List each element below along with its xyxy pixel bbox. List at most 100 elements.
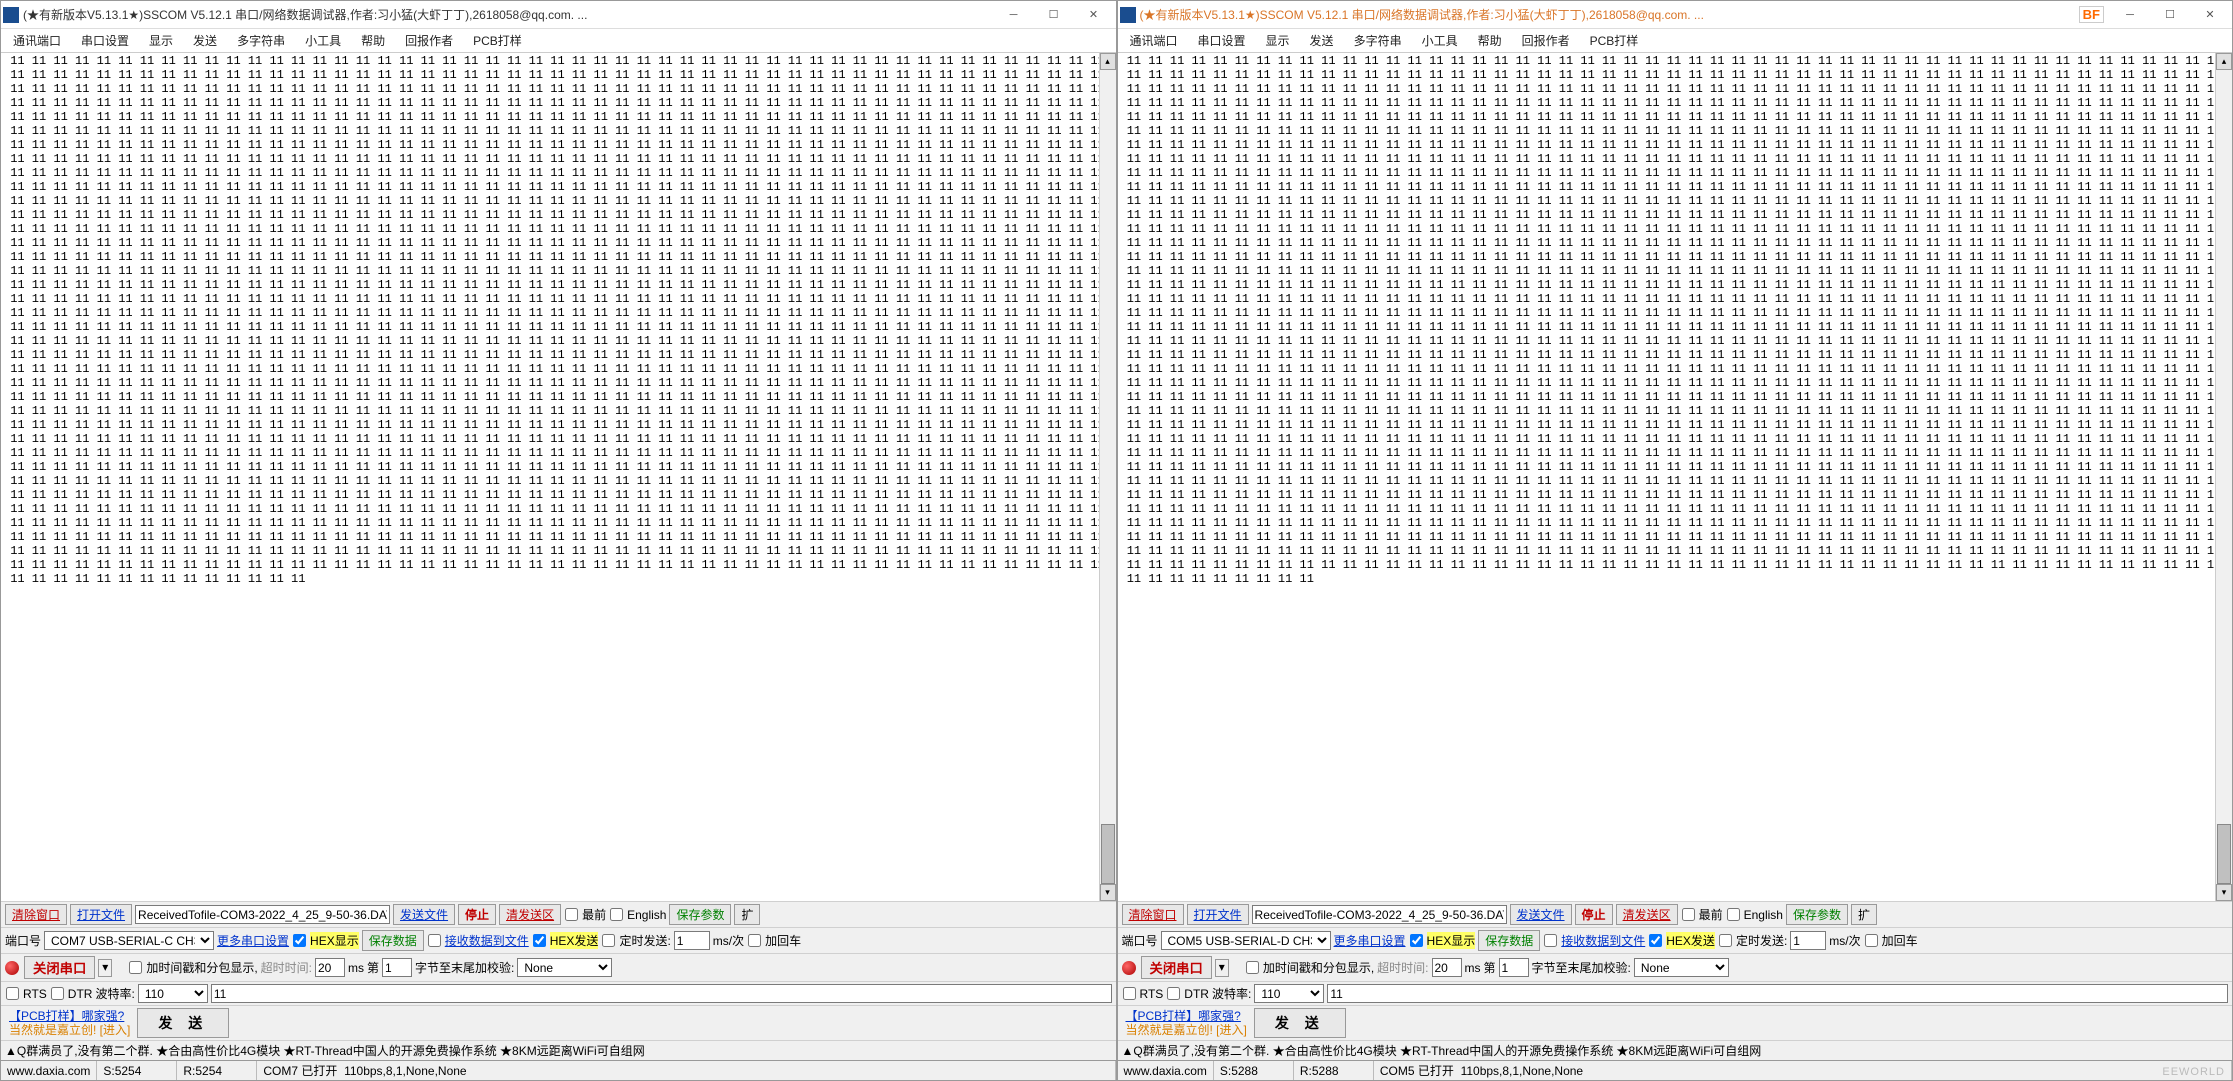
hex-display-checkbox[interactable] — [1410, 934, 1423, 947]
clear-send-button[interactable]: 清发送区 — [1616, 904, 1678, 925]
menu-comm-port[interactable]: 通讯端口 — [1122, 30, 1186, 51]
rts-checkbox[interactable] — [1123, 987, 1136, 1000]
topmost-checkbox[interactable] — [1682, 908, 1695, 921]
scroll-down-button[interactable]: ▾ — [1100, 884, 1116, 901]
menu-multistring[interactable]: 多字符串 — [229, 30, 293, 51]
send-interval-input[interactable] — [674, 931, 710, 950]
pkg-num-input[interactable] — [1499, 958, 1529, 977]
expand-button[interactable]: 扩 — [734, 904, 760, 925]
titlebar[interactable]: (★有新版本V5.13.1★)SSCOM V5.12.1 串口/网络数据调试器,… — [1, 1, 1116, 29]
terminal-output[interactable]: 11 11 11 11 11 11 11 11 11 11 11 11 11 1… — [1118, 53, 2233, 901]
menu-feedback[interactable]: 回报作者 — [1514, 30, 1578, 51]
menu-port-settings[interactable]: 串口设置 — [73, 30, 137, 51]
menu-display[interactable]: 显示 — [1258, 30, 1298, 51]
hex-send-checkbox[interactable] — [1649, 934, 1662, 947]
menu-pcb[interactable]: PCB打样 — [1582, 30, 1647, 51]
rx-to-file-checkbox[interactable] — [1544, 934, 1557, 947]
expand-button[interactable]: 扩 — [1851, 904, 1877, 925]
timeout-input[interactable] — [1432, 958, 1462, 977]
tx-input[interactable] — [1327, 984, 2228, 1003]
scroll-thumb[interactable] — [2217, 824, 2231, 884]
save-config-button[interactable]: 保存参数 — [669, 904, 731, 925]
more-port-settings-link[interactable]: 更多串口设置 — [217, 932, 289, 949]
rts-checkbox[interactable] — [6, 987, 19, 1000]
vertical-scrollbar[interactable]: ▴ ▾ — [1099, 53, 1116, 901]
dtr-checkbox[interactable] — [51, 987, 64, 1000]
close-port-button[interactable]: 关闭串口 — [24, 956, 95, 979]
stop-button[interactable]: 停止 — [1575, 904, 1613, 925]
english-checkbox[interactable] — [1727, 908, 1740, 921]
vertical-scrollbar[interactable]: ▴ ▾ — [2215, 53, 2232, 901]
timed-send-checkbox[interactable] — [602, 934, 615, 947]
clear-window-button[interactable]: 清除窗口 — [1122, 904, 1184, 925]
send-button[interactable]: 发 送 — [137, 1008, 229, 1038]
english-checkbox[interactable] — [610, 908, 623, 921]
menu-feedback[interactable]: 回报作者 — [397, 30, 461, 51]
menu-comm-port[interactable]: 通讯端口 — [5, 30, 69, 51]
send-button[interactable]: 发 送 — [1254, 1008, 1346, 1038]
timestamp-checkbox[interactable] — [1246, 961, 1259, 974]
close-button[interactable]: ✕ — [2190, 3, 2230, 27]
scroll-up-button[interactable]: ▴ — [1100, 53, 1116, 70]
open-file-button[interactable]: 打开文件 — [70, 904, 132, 925]
tx-input[interactable] — [211, 984, 1112, 1003]
pcb-link-1[interactable]: 【PCB打样】哪家强? — [9, 1009, 130, 1023]
close-button[interactable]: ✕ — [1074, 3, 1114, 27]
dtr-checkbox[interactable] — [1167, 987, 1180, 1000]
hex-send-checkbox[interactable] — [533, 934, 546, 947]
menu-multistring[interactable]: 多字符串 — [1346, 30, 1410, 51]
baud-select[interactable]: 110 — [1254, 984, 1324, 1003]
clear-send-button[interactable]: 清发送区 — [499, 904, 561, 925]
port-select[interactable]: COM7 USB-SERIAL-C CH344 — [44, 931, 214, 950]
file-path-input[interactable] — [1252, 905, 1507, 924]
save-data-button[interactable]: 保存数据 — [1478, 930, 1540, 951]
menu-tools[interactable]: 小工具 — [1414, 30, 1466, 51]
maximize-button[interactable]: ☐ — [2150, 3, 2190, 27]
dropdown-icon[interactable]: ▾ — [98, 959, 112, 977]
pcb-link-1[interactable]: 【PCB打样】哪家强? — [1126, 1009, 1247, 1023]
menu-tools[interactable]: 小工具 — [297, 30, 349, 51]
save-data-button[interactable]: 保存数据 — [362, 930, 424, 951]
timestamp-checkbox[interactable] — [129, 961, 142, 974]
scroll-down-button[interactable]: ▾ — [2216, 884, 2232, 901]
timed-send-checkbox[interactable] — [1719, 934, 1732, 947]
menu-pcb[interactable]: PCB打样 — [465, 30, 530, 51]
menu-display[interactable]: 显示 — [141, 30, 181, 51]
add-cr-checkbox[interactable] — [1865, 934, 1878, 947]
more-port-settings-link[interactable]: 更多串口设置 — [1334, 932, 1406, 949]
send-file-button[interactable]: 发送文件 — [1510, 904, 1572, 925]
file-path-input[interactable] — [135, 905, 390, 924]
menu-help[interactable]: 帮助 — [1470, 30, 1510, 51]
menu-port-settings[interactable]: 串口设置 — [1190, 30, 1254, 51]
clear-window-button[interactable]: 清除窗口 — [5, 904, 67, 925]
status-url[interactable]: www.daxia.com — [1, 1061, 97, 1080]
scroll-thumb[interactable] — [1101, 824, 1115, 884]
titlebar[interactable]: (★有新版本V5.13.1★)SSCOM V5.12.1 串口/网络数据调试器,… — [1118, 1, 2233, 29]
pcb-link-2[interactable]: 当然就是嘉立创! [进入] — [1126, 1023, 1247, 1037]
menu-send[interactable]: 发送 — [1302, 30, 1342, 51]
status-url[interactable]: www.daxia.com — [1118, 1061, 1214, 1080]
save-config-button[interactable]: 保存参数 — [1786, 904, 1848, 925]
maximize-button[interactable]: ☐ — [1034, 3, 1074, 27]
open-file-button[interactable]: 打开文件 — [1187, 904, 1249, 925]
dropdown-icon[interactable]: ▾ — [1215, 959, 1229, 977]
terminal-output[interactable]: 11 11 11 11 11 11 11 11 11 11 11 11 11 1… — [1, 53, 1116, 901]
stop-button[interactable]: 停止 — [458, 904, 496, 925]
pkg-num-input[interactable] — [382, 958, 412, 977]
checksum-select[interactable]: None — [517, 958, 612, 977]
topmost-checkbox[interactable] — [565, 908, 578, 921]
send-file-button[interactable]: 发送文件 — [393, 904, 455, 925]
baud-select[interactable]: 110 — [138, 984, 208, 1003]
minimize-button[interactable]: ─ — [2110, 3, 2150, 27]
close-port-button[interactable]: 关闭串口 — [1141, 956, 1212, 979]
scroll-up-button[interactable]: ▴ — [2216, 53, 2232, 70]
pcb-link-2[interactable]: 当然就是嘉立创! [进入] — [9, 1023, 130, 1037]
menu-help[interactable]: 帮助 — [353, 30, 393, 51]
minimize-button[interactable]: ─ — [994, 3, 1034, 27]
send-interval-input[interactable] — [1790, 931, 1826, 950]
menu-send[interactable]: 发送 — [185, 30, 225, 51]
checksum-select[interactable]: None — [1634, 958, 1729, 977]
port-select[interactable]: COM5 USB-SERIAL-D CH344 — [1161, 931, 1331, 950]
add-cr-checkbox[interactable] — [748, 934, 761, 947]
timeout-input[interactable] — [315, 958, 345, 977]
